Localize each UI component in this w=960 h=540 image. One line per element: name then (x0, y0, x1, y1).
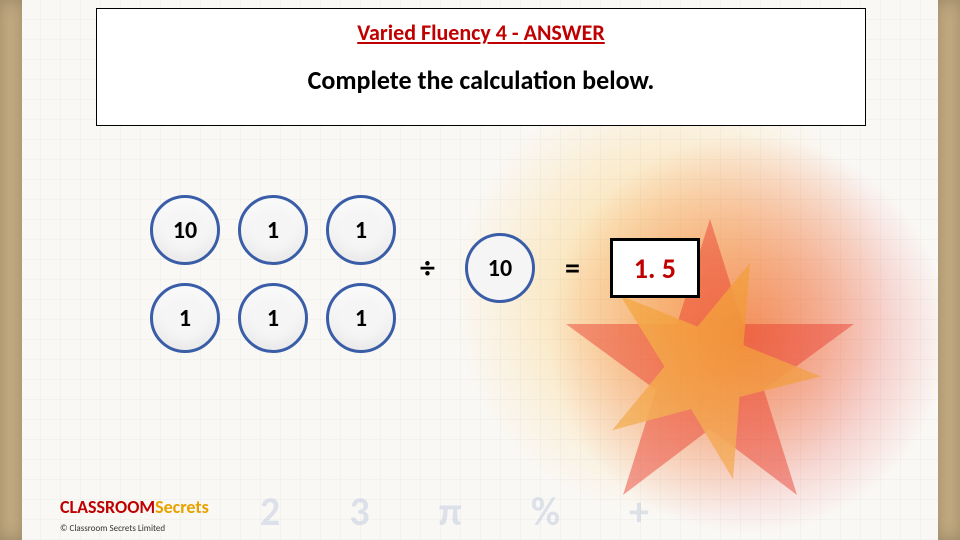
instruction-text: Complete the calculation below. (97, 64, 865, 96)
place-value-counter: 1 (326, 283, 396, 353)
divisor-counter: 10 (465, 233, 535, 303)
equals-symbol: = (565, 250, 580, 287)
place-value-counter: 1 (326, 195, 396, 265)
place-value-counter: 1 (238, 195, 308, 265)
counter-row: 10 1 1 (150, 195, 400, 265)
place-value-counter: 1 (238, 283, 308, 353)
brand-logo-part1: CLASSROOM (60, 496, 155, 518)
copyright-text: © Classroom Secrets Limited (60, 523, 165, 534)
slide-title: Varied Fluency 4 - ANSWER (97, 19, 865, 46)
brand-logo-part2: Secrets (155, 496, 209, 518)
place-value-counter: 1 (150, 283, 220, 353)
header-card: Varied Fluency 4 - ANSWER Complete the c… (96, 8, 866, 126)
counter-grid: 10 1 1 1 1 1 (150, 195, 400, 371)
slide-title-prefix: Varied Fluency 4 - (357, 19, 523, 46)
decorative-math-glyphs: 2 3 π % + (260, 487, 679, 536)
place-value-counter: 10 (150, 195, 220, 265)
operation-row: ÷ 10 = 1. 5 (420, 233, 700, 303)
divide-symbol: ÷ (420, 250, 435, 287)
brand-logo: CLASSROOMSecrets (60, 496, 209, 518)
decorative-border-left (0, 0, 22, 540)
answer-box: 1. 5 (610, 238, 700, 298)
counter-row: 1 1 1 (150, 283, 400, 353)
decorative-border-right (938, 0, 960, 540)
slide-title-answer: ANSWER (524, 19, 605, 46)
slide: Varied Fluency 4 - ANSWER Complete the c… (0, 0, 960, 540)
